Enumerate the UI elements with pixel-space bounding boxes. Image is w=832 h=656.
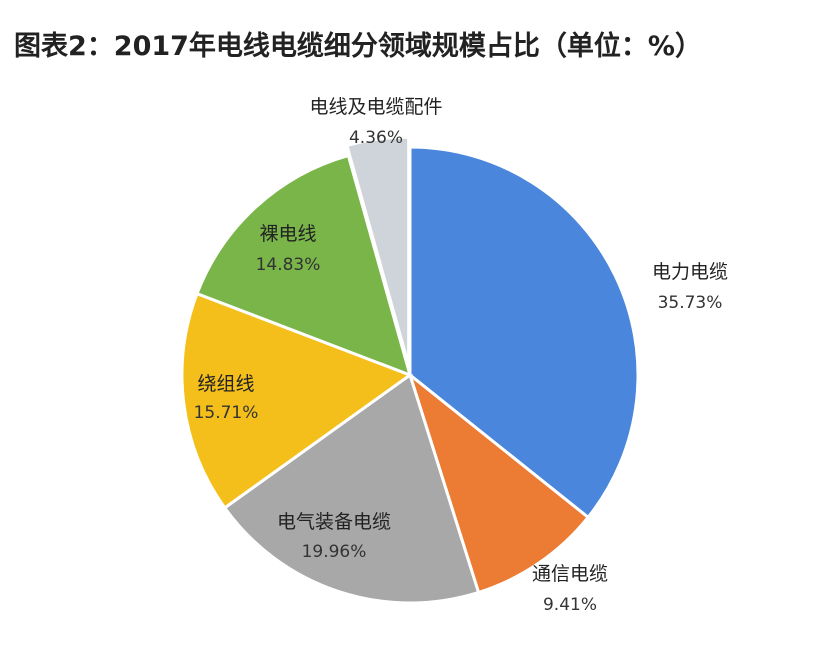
slice-value-label: 4.36% [349, 128, 403, 148]
slice-value-label: 14.83% [256, 255, 321, 275]
slice-label: 电力电缆 [652, 261, 728, 283]
slice-label: 通信电缆 [532, 563, 608, 585]
slice-label: 电气装备电缆 [277, 511, 391, 533]
pie-slice [195, 153, 413, 378]
pie-slice [408, 145, 640, 520]
pie-slice [180, 291, 414, 510]
chart-title: 图表2：2017年电线电缆细分领域规模占比（单位：%） [14, 31, 702, 62]
slice-label: 绕组线 [197, 373, 254, 395]
slice-value-label: 19.96% [302, 542, 367, 562]
slice-label: 裸电线 [259, 223, 316, 245]
slice-value-label: 35.73% [658, 293, 723, 313]
slice-value-label: 15.71% [194, 403, 259, 423]
pie-slice [345, 135, 411, 366]
slice-value-label: 9.41% [543, 595, 597, 615]
slice-label: 电线及电缆配件 [309, 96, 442, 118]
pie-slice [407, 370, 591, 595]
pie-slice [222, 372, 481, 605]
